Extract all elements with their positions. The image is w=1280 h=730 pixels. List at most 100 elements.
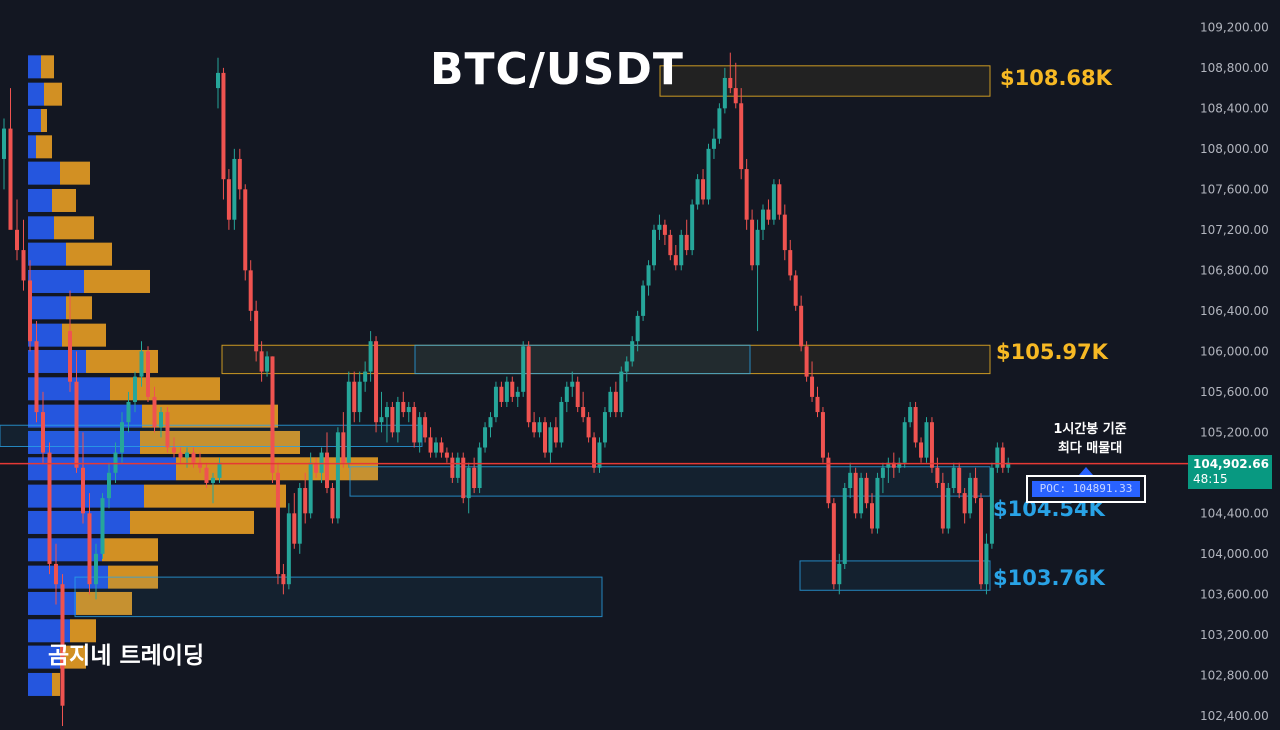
candle-body — [417, 417, 422, 443]
vp-sell-bar — [144, 484, 286, 508]
current-price-value: 104,902.66 — [1193, 457, 1269, 471]
candle-body — [521, 346, 526, 392]
candle-body — [755, 229, 760, 266]
candle-body — [504, 381, 509, 402]
candle-body — [139, 351, 144, 377]
candle-body — [455, 457, 460, 478]
vp-buy-bar — [28, 216, 54, 240]
candle-body — [733, 88, 738, 104]
candle-body — [695, 179, 700, 205]
candle-body — [133, 376, 137, 402]
vp-buy-bar — [28, 242, 66, 266]
candle-body — [613, 391, 618, 413]
candle-body — [357, 381, 362, 413]
zone-label-103.76k: $103.76K — [993, 566, 1105, 591]
candle-body — [444, 452, 449, 458]
candle-body — [662, 224, 667, 235]
candle-body — [226, 179, 231, 220]
price-tick-label: 102,800.00 — [1200, 668, 1269, 682]
candle-body — [384, 407, 389, 418]
zone-label-108.68k: $108.68K — [1000, 65, 1112, 90]
candle-body — [466, 467, 471, 499]
candle-body — [701, 179, 706, 200]
vp-buy-bar — [28, 591, 76, 615]
candle-body — [74, 381, 79, 468]
candle-body — [761, 209, 765, 230]
vp-buy-bar — [28, 619, 70, 643]
candle-body — [390, 407, 395, 433]
candle-body — [624, 361, 629, 372]
candle-body — [352, 381, 357, 413]
candle-body — [810, 376, 815, 397]
candle-body — [191, 452, 196, 463]
candle-body — [946, 488, 951, 529]
candle-body — [597, 442, 602, 468]
candle-body — [641, 285, 646, 316]
vp-sell-bar — [130, 510, 254, 534]
candle-body — [34, 341, 39, 413]
candle-body — [325, 452, 329, 489]
candle-body — [81, 467, 85, 514]
vp-buy-bar — [28, 269, 84, 293]
price-tick-label: 106,400.00 — [1200, 304, 1269, 318]
bar-countdown: 48:15 — [1193, 472, 1228, 486]
candle-body — [2, 128, 6, 159]
candle-body — [880, 467, 885, 478]
candle-body — [957, 467, 962, 494]
vp-buy-bar — [28, 82, 44, 106]
candle-body — [668, 234, 673, 256]
candle-body — [41, 412, 45, 453]
price-tick-label: 105,200.00 — [1200, 425, 1269, 439]
candle-body — [211, 477, 215, 483]
candle-body — [859, 477, 864, 514]
candle-body — [237, 158, 242, 190]
vp-sell-bar — [76, 591, 132, 615]
candle-body — [984, 543, 989, 585]
candle-body — [897, 462, 902, 468]
candle-body — [126, 401, 131, 423]
candle-body — [395, 401, 400, 433]
candle-body — [679, 234, 684, 266]
candle-body — [1006, 462, 1011, 468]
candle-body — [657, 224, 662, 230]
candle-body — [308, 462, 313, 514]
price-axis-background — [1188, 0, 1280, 730]
vp-buy-bar — [28, 510, 130, 534]
candle-body — [891, 462, 896, 468]
price-axis[interactable]: 109,200.00 108,800.00 108,400.00 108,000.00… — [1188, 0, 1280, 730]
candle-body — [924, 422, 929, 458]
candle-body — [87, 513, 92, 585]
candle-body — [499, 386, 504, 402]
price-tick-label: 106,800.00 — [1200, 263, 1269, 277]
candle-body — [673, 255, 678, 266]
vp-sell-bar — [41, 108, 47, 132]
candle-body — [68, 331, 72, 382]
candle-body — [973, 477, 978, 499]
vp-buy-bar — [28, 538, 102, 562]
candle-body — [275, 472, 280, 575]
candle-body — [652, 229, 656, 266]
candle-body — [864, 477, 869, 504]
zone-box — [74, 576, 603, 618]
vp-sell-bar — [52, 188, 76, 212]
candle-body — [929, 422, 934, 468]
candle-body — [341, 432, 346, 463]
vp-sell-bar — [66, 242, 112, 266]
candle-body — [100, 498, 105, 554]
candle-body — [706, 148, 711, 200]
price-tick-label: 103,600.00 — [1200, 587, 1269, 601]
candle-body — [766, 209, 771, 220]
candle-body — [793, 275, 798, 306]
candle-body — [254, 310, 259, 352]
candle-body — [152, 396, 157, 428]
candle-body — [281, 574, 286, 585]
candle-body — [21, 250, 26, 281]
candle-body — [684, 234, 689, 251]
vp-buy-bar — [28, 135, 36, 159]
candle-body — [330, 488, 335, 519]
candle-body — [804, 346, 809, 377]
candle-body — [461, 457, 466, 499]
candle-body — [94, 553, 98, 585]
vp-sell-bar — [60, 161, 90, 185]
